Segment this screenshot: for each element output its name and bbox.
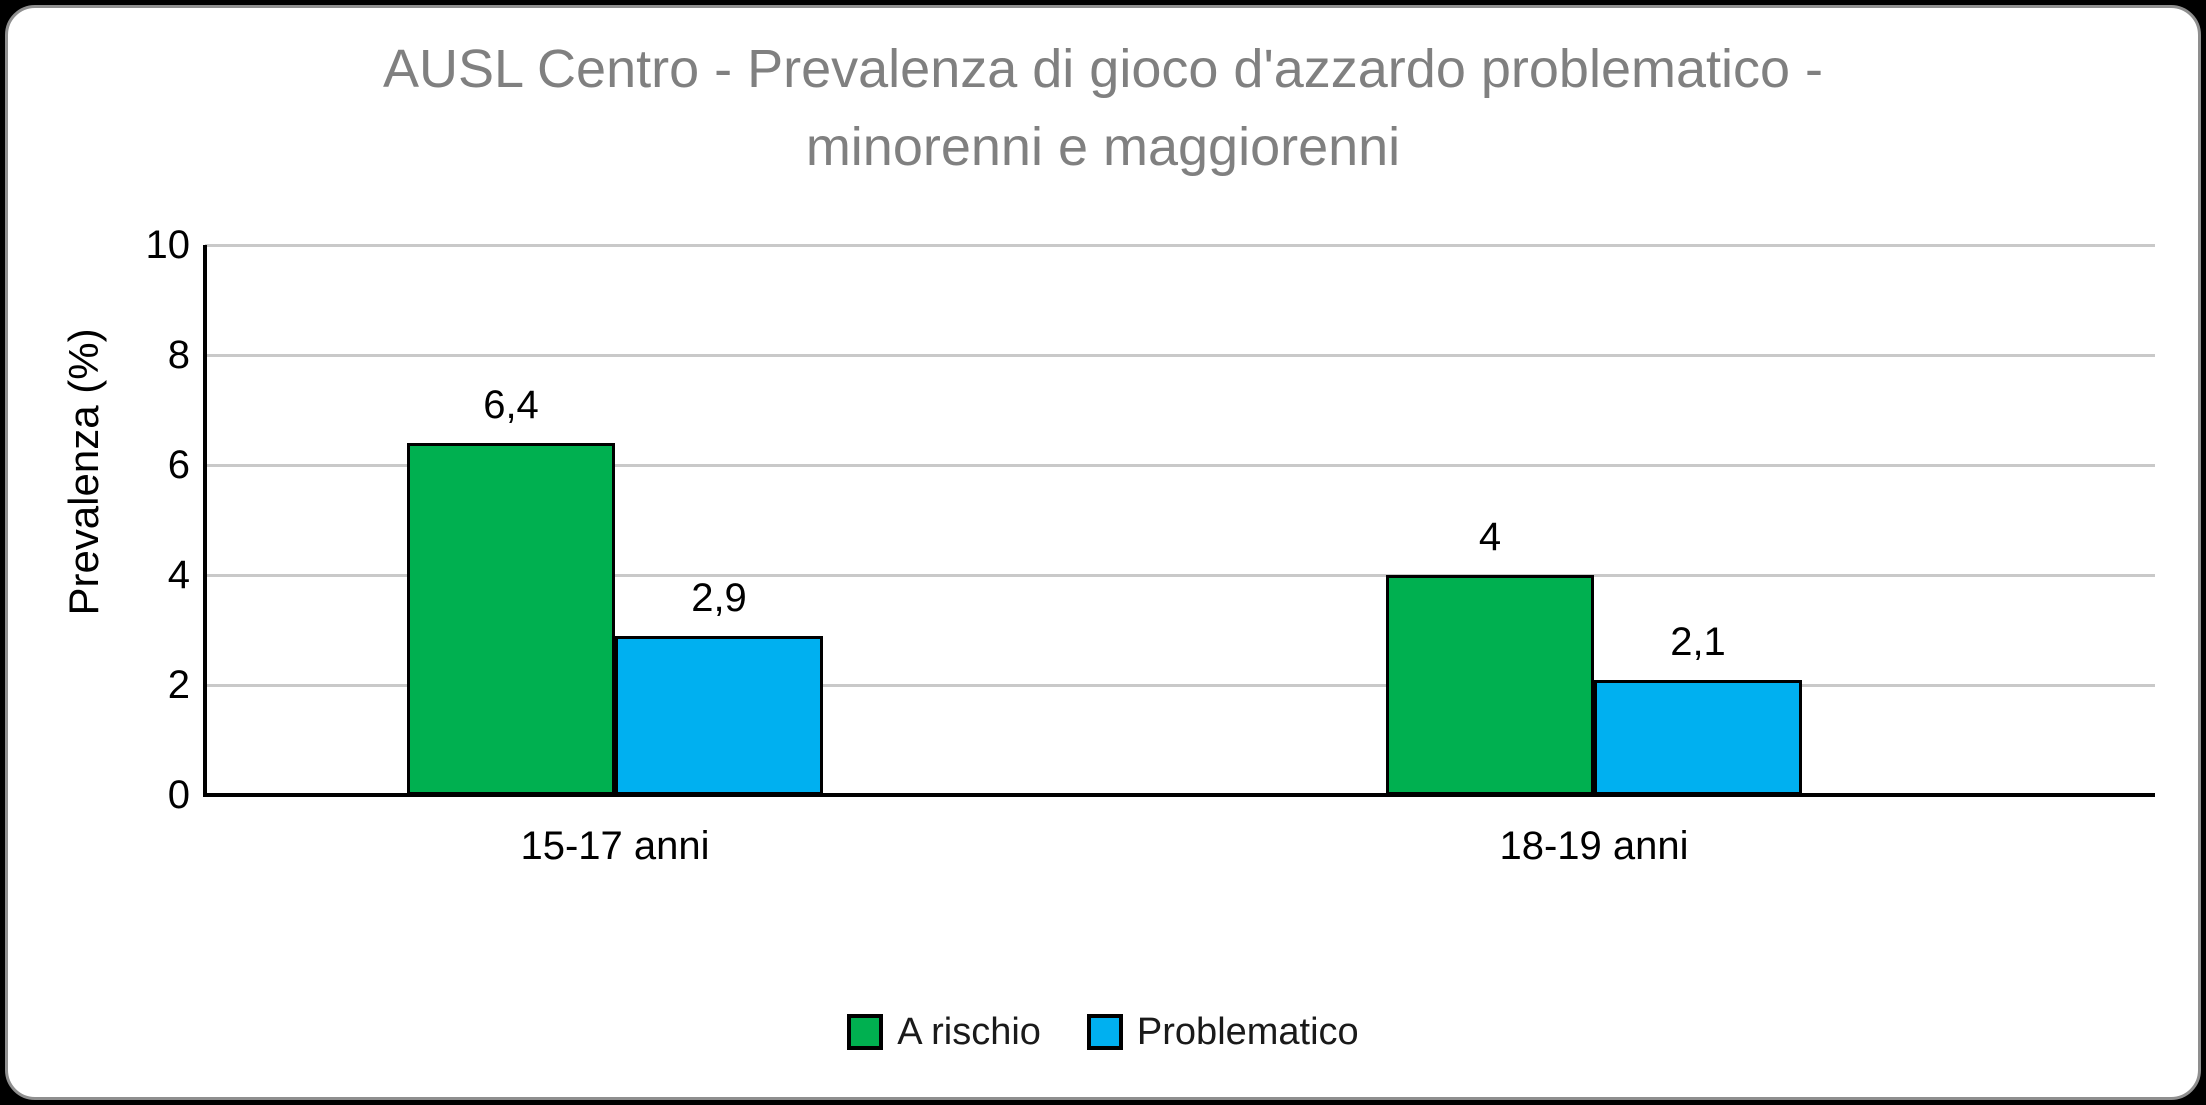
bar-value-label-problematico-15-17-anni: 2,9	[691, 575, 747, 620]
chart-title-line-1: AUSL Centro - Prevalenza di gioco d'azza…	[382, 39, 1824, 99]
y-tick-label-8: 8	[167, 333, 190, 377]
y-tick-label-6: 6	[167, 443, 190, 487]
gridline-y-10	[205, 243, 2155, 247]
legend-item-a-rischio: A rischio	[847, 1010, 1041, 1054]
gridline-y-8	[205, 353, 2155, 357]
x-category-label-15-17-anni: 15-17 anni	[520, 824, 710, 868]
bar-value-label-a-rischio-18-19-anni: 4	[1478, 515, 1502, 559]
gridline-y-4	[205, 573, 2155, 577]
x-axis-line	[203, 793, 2155, 797]
chart-title-line-2: minorenni e maggiorenni	[805, 117, 1401, 177]
legend-swatch-a-rischio	[847, 1014, 884, 1050]
y-tick-label-2: 2	[167, 663, 190, 707]
y-axis-line	[203, 245, 207, 797]
legend-item-problematico: Problematico	[1086, 1010, 1359, 1054]
chart-card	[5, 5, 2201, 1100]
bar-problematico-15-17-anni	[615, 635, 823, 795]
bar-value-label-problematico-18-19-anni: 2,1	[1670, 619, 1726, 664]
chart-title: AUSL Centro - Prevalenza di gioco d'azza…	[0, 30, 2206, 186]
legend-label-problematico: Problematico	[1136, 1011, 1359, 1053]
gridline-y-6	[205, 463, 2155, 467]
x-category-label-18-19-anni: 18-19 anni	[1499, 824, 1689, 868]
y-tick-label-0: 0	[167, 773, 190, 817]
bar-a-rischio-15-17-anni	[407, 443, 615, 795]
bar-problematico-18-19-anni	[1594, 679, 1802, 795]
y-tick-label-10: 10	[145, 223, 191, 267]
legend: A rischio Problematico	[0, 1004, 2206, 1060]
legend-label-a-rischio: A rischio	[897, 1011, 1041, 1053]
bar-value-label-a-rischio-15-17-anni: 6,4	[483, 383, 539, 427]
bar-a-rischio-18-19-anni	[1386, 575, 1594, 795]
y-tick-label-4: 4	[167, 553, 190, 597]
gridline-y-2	[205, 683, 2155, 687]
legend-swatch-problematico	[1086, 1014, 1123, 1050]
